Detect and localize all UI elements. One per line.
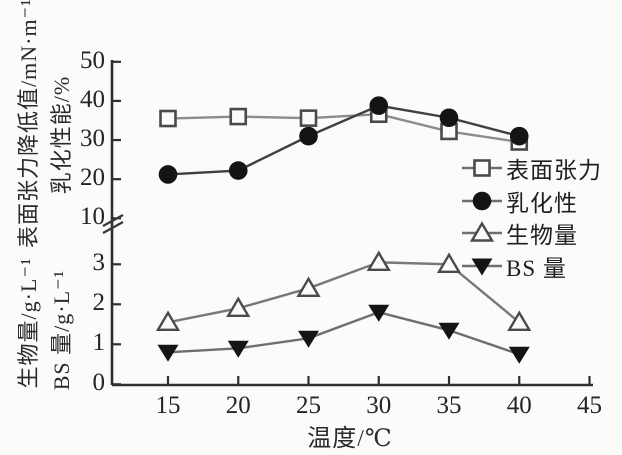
axis-break-icon [102,213,124,228]
series-line-bs-amount [167,311,520,356]
y-tick-label-bottom: 0 [92,369,106,397]
marker-surface-tension [229,107,248,126]
legend-item-biomass: 生物量 [461,217,621,250]
marker-surface-tension [159,109,177,128]
marker-biomass [436,252,462,273]
marker-emulsification [158,165,178,184]
y-axis-label-top-outer: 表面张力降低值/mN·m⁻¹ [16,0,41,248]
marker-bs-amount [298,330,319,348]
y-tick-label-top: 50 [80,46,105,74]
triangle-up-open-icon [462,221,502,242]
series-line-biomass [167,261,521,324]
axis-break-icon [102,220,124,235]
series-line-surface-tension [167,113,520,144]
legend-item-bs-amount: BS 量 [461,250,621,283]
circle-filled-icon [462,191,502,211]
marker-biomass [296,276,321,297]
x-tick-label: 30 [366,392,392,419]
legend-label: 生物量 [506,223,578,249]
marker-surface-tension [299,109,318,127]
legend-label: BS 量 [506,255,567,281]
x-tick-label: 45 [577,392,602,419]
legend-label: 表面张力 [506,158,602,184]
marker-emulsification [299,126,318,146]
triangle-up-open-glyph [469,221,495,242]
marker-bs-amount [508,346,530,364]
y-tick-label-bottom: 3 [92,249,106,277]
y-tick-label-top: 30 [80,125,105,153]
series-line-emulsification [167,104,520,176]
y-tick-label-top: 40 [80,85,105,113]
legend-label: 乳化性 [506,190,578,216]
marker-emulsification [509,126,529,146]
marker-bs-amount [438,322,460,340]
marker-emulsification [369,96,389,115]
y-axis-label-bottom-outer: 生物量/g·L⁻¹ [16,257,41,389]
legend-item-emulsification: 乳化性 [461,185,621,218]
x-tick-label: 35 [436,392,462,419]
legend-item-surface-tension: 表面张力 [461,152,621,185]
marker-biomass [507,310,532,331]
square-open-glyph [473,159,491,178]
marker-biomass [366,250,391,271]
y-tick-label-bottom: 1 [92,329,106,357]
marker-bs-amount [368,304,390,322]
legend: 表面张力乳化性生物量 BS 量 [461,152,621,282]
square-open-icon [462,159,502,178]
x-tick-label: 25 [296,392,321,419]
triangle-down-filled-icon [462,258,502,276]
marker-biomass [155,310,181,331]
marker-biomass [226,296,251,317]
x-axis-label: 温度/℃ [307,426,393,452]
marker-emulsification [228,161,248,180]
circle-filled-glyph [472,191,492,211]
x-tick-label: 20 [225,392,251,419]
marker-bs-amount [227,340,249,358]
triangle-down-filled-glyph [471,258,493,276]
marker-emulsification [439,108,459,128]
x-tick-label: 40 [506,392,532,419]
y-tick-label-top: 10 [80,203,105,231]
marker-bs-amount [157,344,179,362]
y-tick-label-top: 20 [80,164,105,192]
y-tick-label-bottom: 2 [92,289,106,317]
x-tick-label: 15 [155,392,181,419]
